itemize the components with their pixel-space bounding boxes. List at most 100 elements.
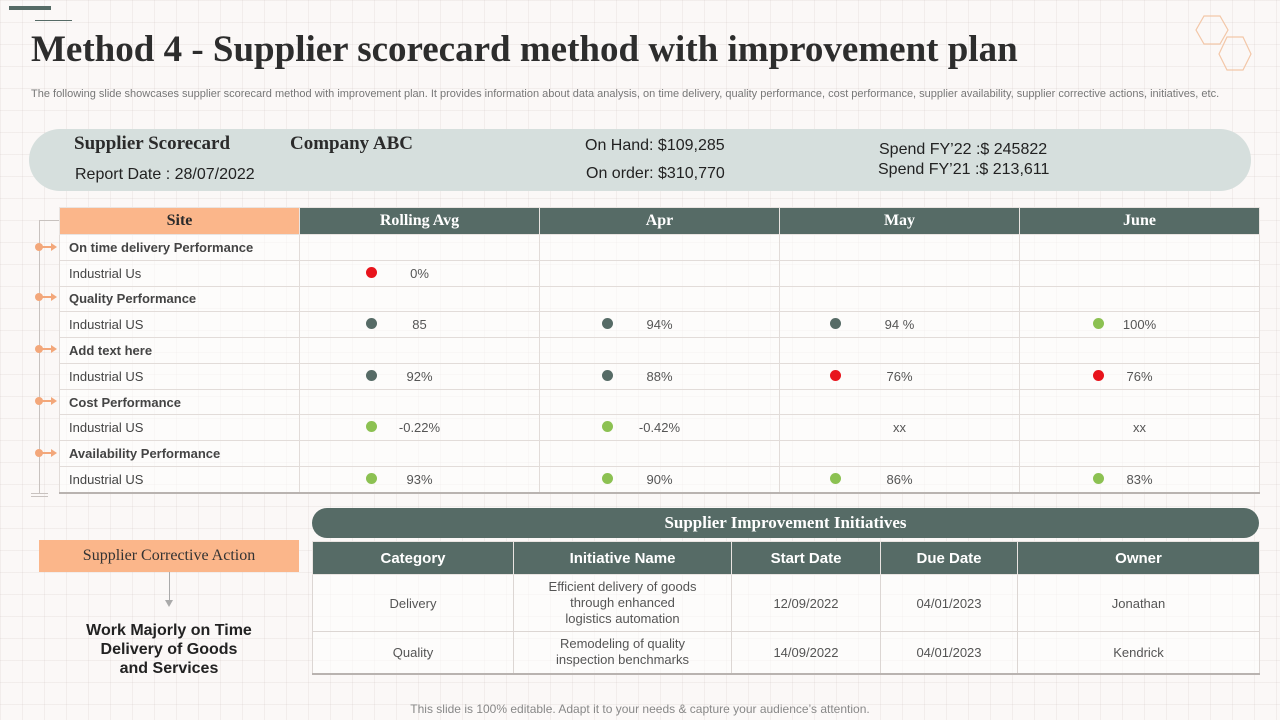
status-dot-icon [366, 266, 377, 278]
initiative-cell: Efficient delivery of goods through enha… [513, 574, 732, 632]
score-value: 83% [1126, 471, 1153, 487]
table-row: Industrial US 92% 88% 76% 76% [59, 362, 1260, 390]
score-cell [1019, 259, 1260, 287]
footer-note: This slide is 100% editable. Adapt it to… [410, 702, 870, 716]
score-cell [539, 440, 780, 467]
header-category: Category [312, 541, 514, 575]
company-name: Company ABC [290, 133, 413, 154]
score-cell: -0.22% [299, 414, 540, 442]
score-value: 0% [410, 265, 429, 281]
timeline-connector [39, 220, 59, 221]
header-start-date: Start Date [731, 541, 881, 575]
site-label: Industrial Us [59, 259, 300, 287]
arrow-down-icon [165, 600, 173, 607]
corrective-action-text: Work Majorly on Time Delivery of Goods a… [59, 621, 279, 678]
initiative-line: Efficient delivery of goods [548, 579, 697, 594]
score-cell: xx [1019, 414, 1260, 442]
status-dot-icon [1093, 369, 1104, 381]
score-cell [1019, 337, 1260, 364]
site-label: Industrial US [59, 414, 300, 442]
score-cell [539, 337, 780, 364]
timeline-end [31, 493, 48, 494]
initiatives-header-row: Category Initiative Name Start Date Due … [312, 541, 1260, 575]
score-cell [779, 337, 1020, 364]
score-cell [1019, 234, 1260, 261]
corrective-line: Work Majorly on Time [86, 622, 252, 639]
status-dot-icon [602, 421, 613, 433]
score-cell [299, 388, 540, 416]
table-row: Industrial Us 0% [59, 259, 1260, 287]
header-initiative-name: Initiative Name [513, 541, 732, 575]
score-value: 76% [1126, 368, 1153, 384]
section-label: Quality Performance [59, 285, 300, 313]
header-apr: Apr [539, 207, 780, 235]
score-value: 100% [1122, 317, 1157, 333]
header-rolling-avg: Rolling Avg [299, 207, 540, 235]
section-row: Cost Performance [59, 388, 1260, 416]
section-row: On time delivery Performance [59, 234, 1260, 261]
header-owner: Owner [1017, 541, 1260, 575]
section-label: Add text here [59, 337, 300, 364]
timeline-arrow-icon [35, 344, 59, 354]
score-cell [539, 388, 780, 416]
score-cell [539, 234, 780, 261]
initiative-cell: Remodeling of quality inspection benchma… [513, 631, 732, 675]
initiatives-table: Category Initiative Name Start Date Due … [312, 541, 1260, 675]
score-value: 88% [646, 368, 673, 384]
table-row: Quality Remodeling of quality inspection… [312, 631, 1260, 675]
score-cell [299, 234, 540, 261]
status-dot-icon [1093, 318, 1104, 330]
status-dot-icon [830, 472, 841, 484]
score-cell [299, 285, 540, 313]
status-dot-icon [602, 472, 613, 484]
score-value: -0.42% [638, 420, 681, 436]
owner-cell: Kendrick [1017, 631, 1260, 675]
score-cell: 76% [779, 362, 1020, 390]
score-cell: 86% [779, 465, 1020, 494]
status-dot-icon [830, 318, 841, 330]
due-date-cell: 04/01/2023 [880, 631, 1018, 675]
table-row: Industrial US 93% 90% 86% 83% [59, 465, 1260, 494]
start-date-cell: 14/09/2022 [731, 631, 881, 675]
header-june: June [1019, 207, 1260, 235]
section-label: On time delivery Performance [59, 234, 300, 261]
score-cell [779, 440, 1020, 467]
scorecard-header-row: Site Rolling Avg Apr May June [59, 207, 1260, 235]
initiative-line: Remodeling of quality [559, 636, 686, 652]
score-value: 92% [406, 368, 433, 384]
score-value: 90% [646, 471, 673, 487]
score-cell [1019, 440, 1260, 467]
category-cell: Delivery [312, 574, 514, 632]
timeline-line [39, 221, 40, 494]
status-dot-icon [366, 472, 377, 484]
status-dot-icon [602, 318, 613, 330]
score-cell: xx [779, 414, 1020, 442]
status-dot-icon [366, 369, 377, 381]
status-dot-icon [1093, 472, 1104, 484]
score-value: xx [893, 420, 906, 436]
site-label: Industrial US [59, 311, 300, 339]
corrective-action-label: Supplier Corrective Action [39, 540, 299, 572]
section-label: Availability Performance [59, 440, 300, 467]
accent-line [35, 20, 72, 21]
page-subtitle: The following slide showcases supplier s… [31, 88, 1220, 100]
table-row: Delivery Efficient delivery of goods thr… [312, 574, 1260, 632]
score-value: 86% [886, 471, 913, 487]
score-value: 94% [646, 317, 673, 333]
score-cell: 92% [299, 362, 540, 390]
section-label: Cost Performance [59, 388, 300, 416]
start-date-cell: 12/09/2022 [731, 574, 881, 632]
timeline-arrow-icon [35, 448, 59, 458]
hexagon-decoration-icon [1195, 15, 1252, 71]
on-hand-value: On Hand: $109,285 [585, 137, 725, 154]
timeline-arrow-icon [35, 242, 59, 252]
spend-fy21: Spend FY’21 :$ 213,611 [878, 161, 1050, 178]
on-order-value: On order: $310,770 [586, 165, 725, 182]
score-cell: 93% [299, 465, 540, 494]
page-title: Method 4 - Supplier scorecard method wit… [31, 29, 1018, 70]
section-row: Availability Performance [59, 440, 1260, 467]
corrective-line: and Services [119, 660, 219, 677]
score-cell: 94 % [779, 311, 1020, 339]
initiative-line: inspection benchmarks [556, 652, 689, 668]
score-cell [539, 259, 780, 287]
